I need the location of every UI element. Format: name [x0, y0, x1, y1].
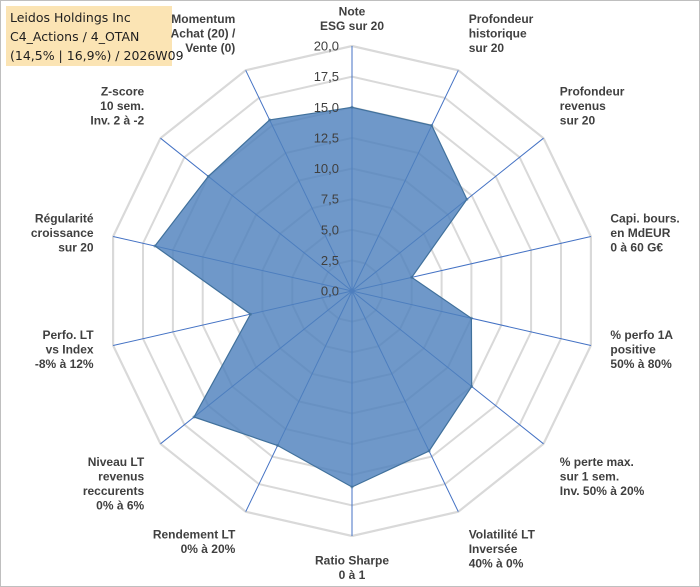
axis-label-line: 0% à 20%	[181, 542, 236, 556]
axis-label-line: % perfo 1A	[610, 328, 673, 342]
series-point	[153, 244, 157, 248]
tick-label: 17,5	[314, 69, 339, 84]
company-name: Leidos Holdings Inc	[10, 10, 131, 25]
axis-label-line: Niveau LT	[88, 455, 145, 469]
axis-label: Profondeur revenus sur 20	[560, 85, 625, 128]
tick-label: 12,5	[314, 130, 339, 145]
axis-label-line: Note	[339, 5, 366, 19]
tick-label: 2,5	[321, 253, 339, 268]
axis-label-line: revenus	[560, 99, 606, 113]
axis-label-line: revenus	[98, 469, 144, 483]
axis-label-line: Inv. 2 à -2	[90, 114, 144, 128]
series-point	[206, 174, 210, 178]
axis-label-line: sur 20	[469, 41, 505, 55]
axis-label: Régularité croissance sur 20	[31, 211, 94, 254]
axis-label: Perfo. LT vs Index -8% à 12%	[35, 328, 94, 371]
axis-label-line: Vente (0)	[185, 41, 235, 55]
axis-label-line: Profondeur	[560, 85, 625, 99]
radar-series	[153, 105, 474, 489]
axis-label: Ratio Sharpe 0 à 1	[315, 554, 389, 583]
series-point	[268, 118, 272, 122]
axis-label-line: % perte max.	[560, 455, 634, 469]
series-point	[249, 312, 252, 316]
axis-label: Volatilité LT Inversée 40% à 0%	[469, 528, 536, 571]
tick-label: 7,5	[321, 192, 339, 207]
axis-label-line: reccurents	[83, 484, 145, 498]
tick-label: 5,0	[321, 222, 339, 237]
axis-label-line: croissance	[31, 226, 94, 240]
axis-label-line: Inversée	[469, 542, 518, 556]
axis-label-line: Inv. 50% à 20%	[560, 484, 645, 498]
axis-label: Capi. bours. en MdEUR 0 à 60 G€	[610, 211, 679, 254]
series-point	[465, 197, 469, 201]
tick-label: 10,0	[314, 161, 339, 176]
axis-label-line: vs Index	[46, 343, 94, 357]
radar-tick-labels: 0,0 2,5 5,0 7,5 10,0 12,5 15,0 17,5 20,0	[314, 39, 339, 299]
axis-label: Rendement LT 0% à 20%	[153, 528, 236, 557]
axis-label-line: Perfo. LT	[42, 328, 94, 342]
axis-label-line: 0 à 60 G€	[610, 240, 663, 254]
axis-label-line: Capi. bours.	[610, 211, 679, 225]
chart-title-box: Leidos Holdings Inc C4_Actions / 4_OTAN …	[6, 6, 184, 66]
series-point	[350, 105, 354, 109]
axis-label: Momentum Achat (20) / Vente (0)	[171, 12, 236, 55]
axis-label-line: sur 20	[560, 114, 596, 128]
axis-label-line: 50% à 80%	[610, 357, 672, 371]
tick-label: 20,0	[314, 39, 339, 54]
series-point	[410, 275, 414, 279]
axis-label-line: 0% à 6%	[96, 498, 144, 512]
axis-label-line: ESG sur 20	[320, 19, 384, 33]
series-point	[192, 415, 196, 419]
axis-label-line: 40% à 0%	[469, 557, 524, 571]
axis-label-line: positive	[610, 343, 656, 357]
axis-label: Niveau LT revenus reccurents 0% à 6%	[83, 455, 145, 513]
axis-label-line: 0 à 1	[339, 568, 366, 582]
axis-label: Z-score 10 sem. Inv. 2 à -2	[90, 85, 144, 128]
tick-label: 0,0	[321, 284, 339, 299]
axis-label: % perte max. sur 1 sem. Inv. 50% à 20%	[560, 455, 645, 498]
axis-label-line: Z-score	[101, 85, 145, 99]
tick-label: 15,0	[314, 100, 339, 115]
axis-label: Profondeur historique sur 20	[469, 12, 534, 55]
series-point	[430, 123, 434, 127]
series-point	[470, 385, 474, 388]
portfolio-label: C4_Actions / 4_OTAN	[10, 29, 140, 44]
series-point	[350, 485, 354, 489]
axis-label: Note ESG sur 20	[320, 5, 384, 34]
series-point	[276, 444, 280, 447]
axis-label-line: -8% à 12%	[35, 357, 94, 371]
series-point	[427, 449, 431, 453]
axis-label-line: 10 sem.	[100, 99, 144, 113]
axis-label-line: Momentum	[171, 12, 235, 26]
axis-label-line: Régularité	[35, 211, 94, 225]
performance-summary: (14,5% | 16,9%) / 2026W09	[10, 48, 184, 63]
axis-label-line: en MdEUR	[610, 226, 670, 240]
axis-label-line: Volatilité LT	[469, 528, 536, 542]
axis-label-line: Profondeur	[469, 12, 534, 26]
axis-label-line: Rendement LT	[153, 528, 236, 542]
series-point	[469, 316, 473, 320]
axis-label-line: sur 1 sem.	[560, 469, 619, 483]
axis-label-line: Ratio Sharpe	[315, 554, 389, 568]
axis-label-line: Achat (20) /	[171, 26, 236, 40]
axis-label-line: sur 20	[58, 240, 94, 254]
axis-label: % perfo 1A positive 50% à 80%	[610, 328, 673, 371]
axis-label-line: historique	[469, 26, 527, 40]
